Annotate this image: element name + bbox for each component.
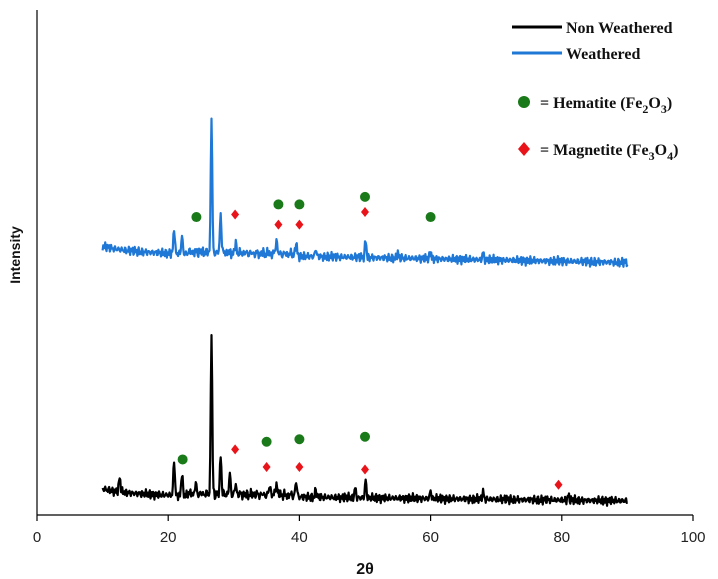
legend-label-magnetite: = Magnetite (Fe3O4) (540, 142, 678, 163)
hematite-marker (273, 199, 284, 210)
series-group (101, 117, 629, 507)
series-line-non-weathered (101, 334, 629, 507)
legend-magnetite-marker (518, 142, 530, 156)
legend-label-non-weathered: Non Weathered (566, 20, 673, 37)
x-tick-label: 40 (291, 529, 308, 546)
x-tick-label: 80 (553, 529, 570, 546)
legend-label-hematite: = Hematite (Fe2O3) (540, 95, 672, 116)
markers-group (177, 191, 563, 490)
x-tick-label: 100 (680, 529, 705, 546)
magnetite-marker (361, 207, 369, 217)
legend: Non Weathered Weathered = Hematite (Fe2O… (512, 20, 678, 163)
magnetite-marker (295, 219, 304, 230)
series-line-weathered (101, 117, 629, 268)
legend-hematite-marker (518, 96, 530, 108)
legend-label-weathered: Weathered (566, 46, 640, 63)
axes: 0 20 40 60 80 100 2θ Intensity (7, 10, 706, 578)
hematite-marker (294, 434, 305, 445)
x-axis-title: 2θ (356, 561, 374, 578)
magnetite-marker (295, 462, 304, 473)
magnetite-marker (231, 444, 240, 455)
hematite-marker (360, 431, 370, 442)
hematite-marker (360, 191, 370, 202)
x-tick-label: 20 (160, 529, 177, 546)
x-tick-label: 60 (422, 529, 439, 546)
y-axis-title: Intensity (7, 226, 23, 284)
magnetite-marker (231, 209, 240, 220)
hematite-marker (261, 436, 272, 447)
magnetite-marker (274, 219, 283, 230)
magnetite-marker (262, 462, 271, 473)
hematite-marker (191, 212, 202, 223)
hematite-marker (294, 199, 305, 210)
hematite-marker (177, 454, 188, 465)
hematite-marker (425, 212, 436, 223)
magnetite-marker (554, 479, 563, 490)
magnetite-marker (361, 464, 369, 475)
x-tick-label: 0 (33, 529, 41, 546)
